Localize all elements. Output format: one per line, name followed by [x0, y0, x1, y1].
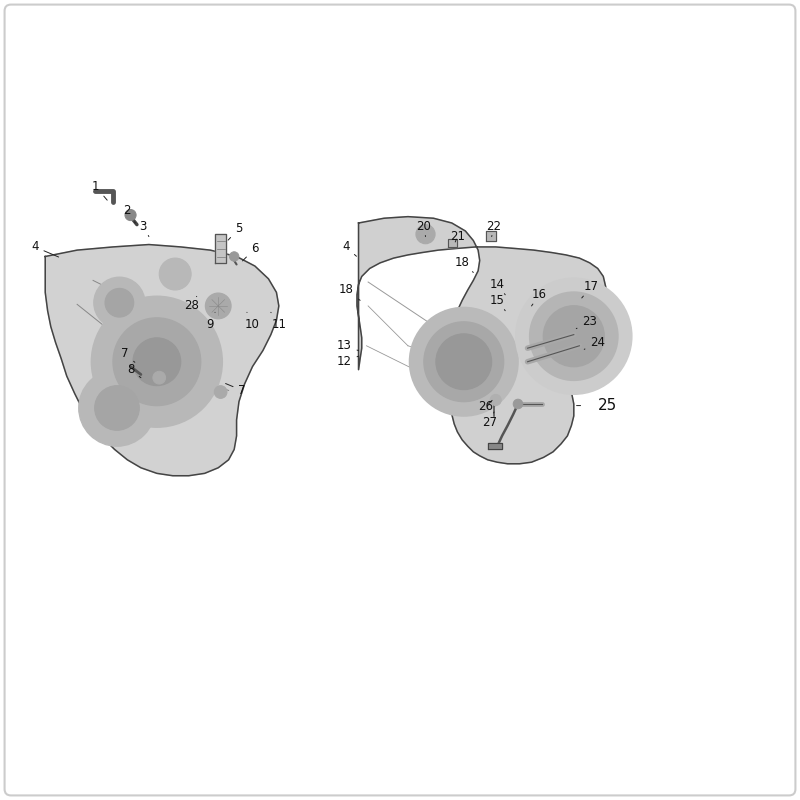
Circle shape [556, 318, 591, 354]
Circle shape [424, 322, 504, 402]
Text: 20: 20 [417, 220, 431, 237]
Circle shape [410, 307, 518, 416]
Text: 14: 14 [490, 278, 506, 294]
Circle shape [206, 293, 231, 318]
Text: 17: 17 [582, 280, 599, 298]
Text: 3: 3 [140, 220, 149, 237]
Circle shape [94, 278, 145, 328]
Circle shape [522, 285, 626, 388]
Text: 7: 7 [226, 383, 246, 397]
Circle shape [543, 306, 604, 366]
Text: 1: 1 [92, 180, 107, 200]
Text: 21: 21 [450, 230, 465, 243]
Circle shape [514, 399, 522, 409]
Circle shape [436, 334, 492, 390]
Polygon shape [215, 234, 226, 263]
Circle shape [534, 296, 614, 376]
Text: 6: 6 [242, 242, 258, 261]
Polygon shape [486, 231, 496, 241]
Circle shape [133, 338, 181, 386]
Text: 18: 18 [454, 256, 474, 273]
FancyBboxPatch shape [5, 5, 795, 795]
Text: 23: 23 [576, 315, 597, 329]
Text: 25: 25 [598, 398, 617, 413]
Circle shape [490, 394, 502, 406]
Circle shape [530, 292, 618, 380]
Text: 18: 18 [338, 283, 360, 300]
Polygon shape [488, 443, 502, 450]
Text: 11: 11 [271, 312, 286, 330]
Circle shape [159, 258, 191, 290]
Text: 4: 4 [342, 241, 357, 256]
Circle shape [91, 296, 222, 427]
Text: 13: 13 [337, 339, 358, 352]
Text: 9: 9 [206, 312, 215, 330]
Circle shape [105, 288, 134, 317]
Text: 10: 10 [245, 312, 260, 330]
Polygon shape [357, 217, 622, 464]
Polygon shape [448, 239, 458, 247]
Circle shape [113, 318, 201, 406]
Text: 27: 27 [482, 412, 497, 429]
Text: 16: 16 [531, 288, 547, 306]
Circle shape [416, 225, 435, 244]
Text: 12: 12 [337, 355, 358, 368]
Text: 26: 26 [478, 400, 494, 413]
Circle shape [545, 307, 602, 365]
Circle shape [516, 279, 631, 394]
Circle shape [78, 370, 155, 446]
Circle shape [94, 386, 139, 430]
Text: 7: 7 [122, 347, 135, 362]
Text: 2: 2 [123, 204, 135, 223]
Text: 22: 22 [486, 220, 502, 237]
Text: 24: 24 [584, 336, 606, 350]
Circle shape [125, 210, 136, 221]
Text: 28: 28 [184, 296, 198, 313]
Circle shape [230, 252, 239, 262]
Text: 8: 8 [127, 363, 141, 378]
Circle shape [153, 371, 166, 384]
Circle shape [214, 386, 227, 398]
Text: 5: 5 [228, 222, 242, 240]
Polygon shape [46, 245, 279, 476]
Text: 15: 15 [490, 294, 506, 310]
Text: 4: 4 [31, 241, 58, 257]
